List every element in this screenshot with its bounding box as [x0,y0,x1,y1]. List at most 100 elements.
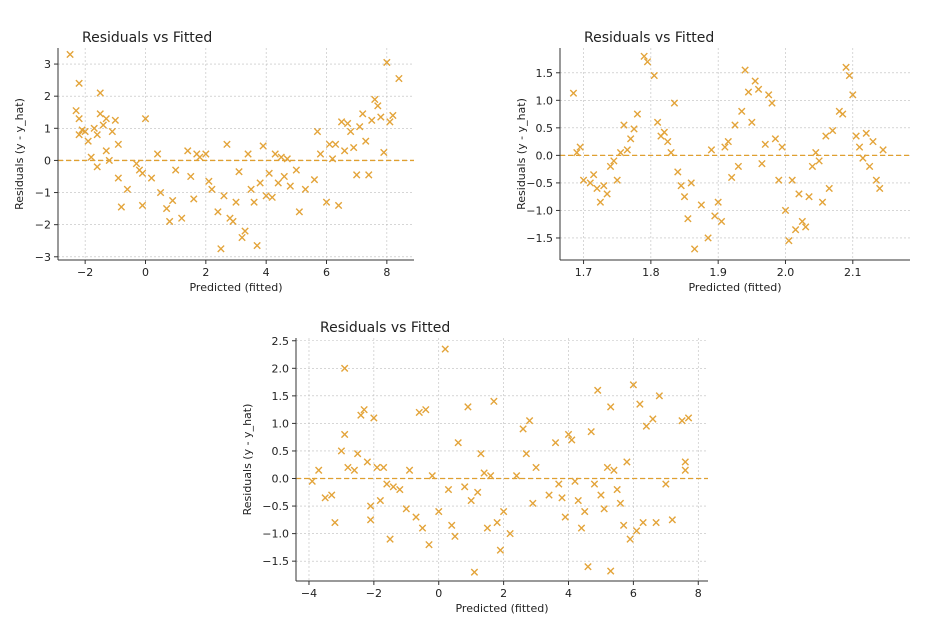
data-point [346,127,355,136]
y-tick-label: 1.0 [272,417,290,430]
data-point [141,114,150,123]
data-point [111,116,120,124]
data-point [564,430,573,439]
data-point [253,241,261,250]
data-point [165,217,174,226]
data-point [370,414,378,422]
data-point [668,516,677,524]
data-point [373,463,381,472]
data-point [623,458,631,466]
data-point [606,403,615,411]
y-tick-label: −1 [35,187,51,200]
data-point [490,397,498,406]
data-point [711,212,719,220]
data-point [262,192,270,200]
data-point [386,535,394,543]
data-point [451,532,459,541]
data-point [859,154,867,162]
data-point [577,524,586,532]
chart-title: Residuals vs Fitted [584,30,714,46]
data-point [102,114,110,123]
data-point [845,71,854,80]
data-point [606,567,615,575]
data-point [428,472,436,480]
data-point [328,155,337,163]
data-point [825,184,833,193]
data-point [653,118,662,127]
data-point [764,91,773,99]
data-point [655,392,664,400]
data-point [593,184,601,193]
data-point [196,153,204,161]
data-point [350,466,359,474]
y-tick-label: 1.5 [272,390,290,403]
data-point [265,169,273,177]
data-point [681,466,689,474]
x-tick-label: 6 [323,266,330,279]
data-point [395,74,403,83]
data-point [532,463,540,472]
data-point [633,110,642,118]
data-point [187,172,195,181]
data-point [386,118,394,126]
data-point [425,540,433,549]
data-point [340,364,349,373]
data-point [606,162,615,171]
data-point [316,150,325,158]
data-point [470,568,479,576]
data-point [460,483,469,491]
data-point [649,415,657,423]
data-point [872,176,881,184]
data-point [229,217,237,226]
data-point [247,185,255,194]
x-tick-label: 8 [695,587,702,600]
data-point [545,491,553,499]
y-tick-label: 1 [44,122,51,135]
data-point [353,450,362,458]
data-point [72,106,80,115]
data-point [869,137,877,146]
data-point [630,125,638,133]
data-point [250,198,258,206]
data-point [96,110,104,118]
y-tick-label: 2.5 [272,335,290,348]
data-point [579,176,588,184]
data-point [568,436,576,444]
y-tick-label: 0 [44,154,51,167]
data-point [639,518,647,527]
x-tick-label: 0 [142,266,149,279]
data-point [785,237,793,245]
x-tick-label: 2.1 [844,266,862,279]
data-point [365,171,373,179]
data-point [99,121,107,129]
data-point [156,188,165,197]
data-point [573,148,581,157]
data-point [349,143,358,152]
x-tick-label: 4 [263,266,270,279]
data-point [574,496,582,505]
data-point [748,118,756,127]
data-point [321,494,329,502]
data-point [660,128,669,136]
data-point [274,179,282,187]
data-point [613,485,621,494]
data-point [256,179,264,187]
data-point [96,89,104,97]
data-point [741,66,749,74]
data-point [138,169,147,177]
data-point [600,505,608,513]
y-tick-label: 1.5 [536,67,554,80]
data-point [751,77,759,85]
data-point [590,480,599,488]
data-point [241,227,249,235]
data-point [90,124,98,132]
data-point [374,102,382,110]
data-point [626,535,634,543]
data-point [586,179,594,187]
x-tick-label: 4 [565,587,572,600]
data-point [862,129,870,138]
y-tick-label: −2 [35,219,51,232]
data-point [632,527,641,535]
x-tick-label: 8 [383,266,390,279]
data-point [184,147,192,155]
